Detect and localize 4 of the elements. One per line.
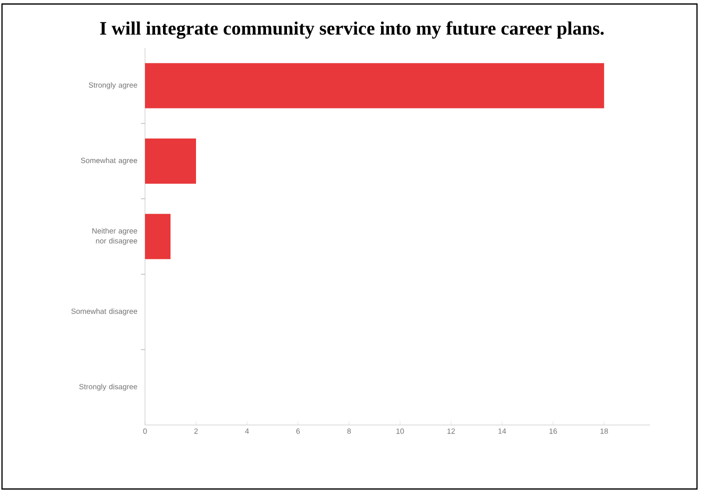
bar	[145, 63, 604, 108]
chart-title: I will integrate community service into my future career plans.	[100, 21, 604, 39]
bar	[145, 138, 196, 184]
bar	[145, 214, 171, 260]
